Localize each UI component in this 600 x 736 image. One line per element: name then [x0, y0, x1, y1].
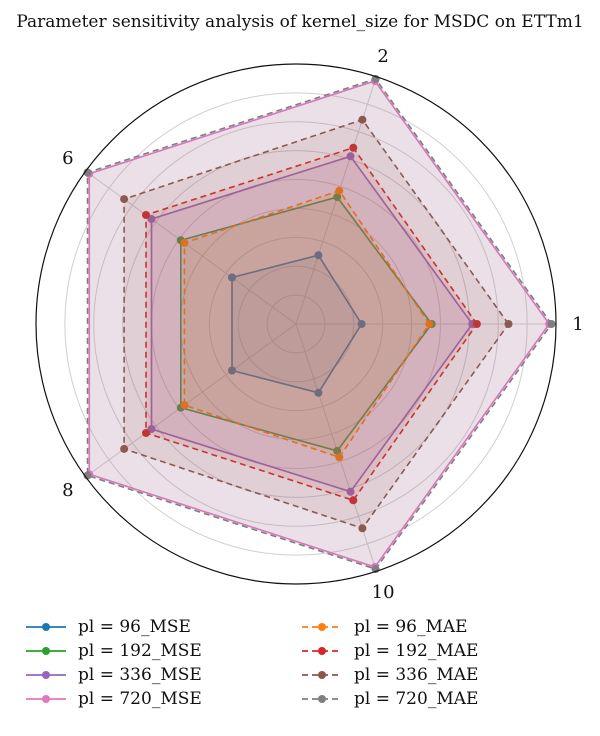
- series-line: [88, 80, 551, 568]
- series-line: [180, 196, 433, 452]
- legend-label: pl = 720_MAE: [354, 689, 479, 709]
- legend-swatch: [26, 695, 66, 703]
- legend-label: pl = 192_MAE: [354, 641, 479, 661]
- legend-item: pl = 96_MSE: [24, 616, 191, 638]
- data-point: [358, 115, 367, 124]
- axis-label-10: 10: [372, 582, 395, 603]
- series-area: [151, 156, 473, 492]
- series-area: [124, 119, 509, 529]
- data-point: [346, 487, 355, 496]
- data-point: [120, 195, 129, 204]
- series-pl-720-mae: [83, 74, 556, 574]
- series-line: [86, 77, 553, 571]
- axis-label-2: 2: [377, 46, 388, 67]
- data-point: [425, 320, 434, 328]
- legend-swatch: [26, 671, 66, 679]
- legend-swatch: [302, 695, 342, 703]
- series-area: [89, 81, 550, 567]
- data-point: [357, 320, 366, 328]
- data-point: [335, 453, 344, 462]
- grid-spoke: [85, 170, 297, 325]
- series-area: [87, 78, 552, 570]
- series-area: [146, 147, 477, 501]
- legend-label: pl = 192_MSE: [78, 641, 202, 661]
- data-point: [349, 496, 358, 505]
- data-point: [335, 186, 344, 195]
- series-area: [180, 197, 432, 451]
- data-point: [147, 215, 156, 223]
- axis-label-8: 8: [62, 480, 73, 501]
- legend-label: pl = 96_MSE: [78, 617, 191, 637]
- legend-swatch: [302, 671, 342, 679]
- series-pl-192-mse: [176, 193, 436, 455]
- legend-item: pl = 720_MSE: [24, 688, 202, 710]
- data-point: [142, 429, 150, 437]
- data-point: [314, 388, 323, 397]
- series-line: [123, 118, 510, 530]
- legend-swatch: [26, 623, 66, 631]
- data-point: [180, 238, 189, 247]
- series-line: [231, 254, 363, 394]
- series-pl-96-mse: [228, 251, 366, 397]
- legend-swatch: [26, 647, 66, 655]
- chart-title: Parameter sensitivity analysis of kernel…: [16, 12, 584, 32]
- legend-item: pl = 192_MSE: [24, 640, 202, 662]
- data-point: [142, 211, 150, 219]
- data-point: [180, 401, 189, 410]
- series-area: [184, 190, 430, 458]
- legend-label: pl = 336_MSE: [78, 665, 202, 685]
- data-point: [314, 251, 323, 260]
- data-point: [358, 524, 367, 533]
- data-point: [228, 366, 236, 375]
- series-line: [150, 155, 474, 493]
- series-area: [232, 255, 362, 393]
- series-pl-192-mae: [142, 143, 481, 505]
- legend-label: pl = 720_MSE: [78, 689, 202, 709]
- data-point: [120, 444, 129, 453]
- data-point: [147, 425, 156, 433]
- series-pl-96-mae: [180, 186, 434, 462]
- axis-label-6: 6: [62, 148, 73, 169]
- legend-item: pl = 336_MSE: [24, 664, 202, 686]
- data-point: [349, 143, 358, 152]
- data-point: [472, 320, 481, 328]
- legend-item: pl = 336_MAE: [300, 664, 478, 686]
- axis-label-1: 1: [572, 314, 583, 335]
- legend-item: pl = 720_MAE: [300, 688, 478, 710]
- series-pl-720-mse: [85, 77, 554, 571]
- series-pl-336-mae: [120, 115, 513, 533]
- radar-chart: 1 2 6 8 10: [35, 46, 584, 603]
- legend-label: pl = 96_MAE: [354, 617, 468, 637]
- series-pl-336-mse: [147, 152, 477, 496]
- series-line: [145, 146, 478, 502]
- data-point: [504, 320, 513, 328]
- legend-swatch: [302, 623, 342, 631]
- data-point: [547, 320, 556, 328]
- data-point: [333, 193, 342, 202]
- legend-item: pl = 96_MAE: [300, 616, 468, 638]
- grid-spoke: [85, 323, 297, 478]
- legend: pl = 96_MSE pl = 192_MSE pl = 336_MSE pl = …: [0, 616, 600, 726]
- data-point: [333, 446, 342, 455]
- data-point: [228, 273, 236, 282]
- legend-label: pl = 336_MAE: [354, 665, 479, 685]
- legend-item: pl = 192_MAE: [300, 640, 478, 662]
- series-line: [183, 189, 431, 459]
- legend-swatch: [302, 647, 342, 655]
- outer-frame: [35, 63, 557, 585]
- data-point: [346, 152, 355, 161]
